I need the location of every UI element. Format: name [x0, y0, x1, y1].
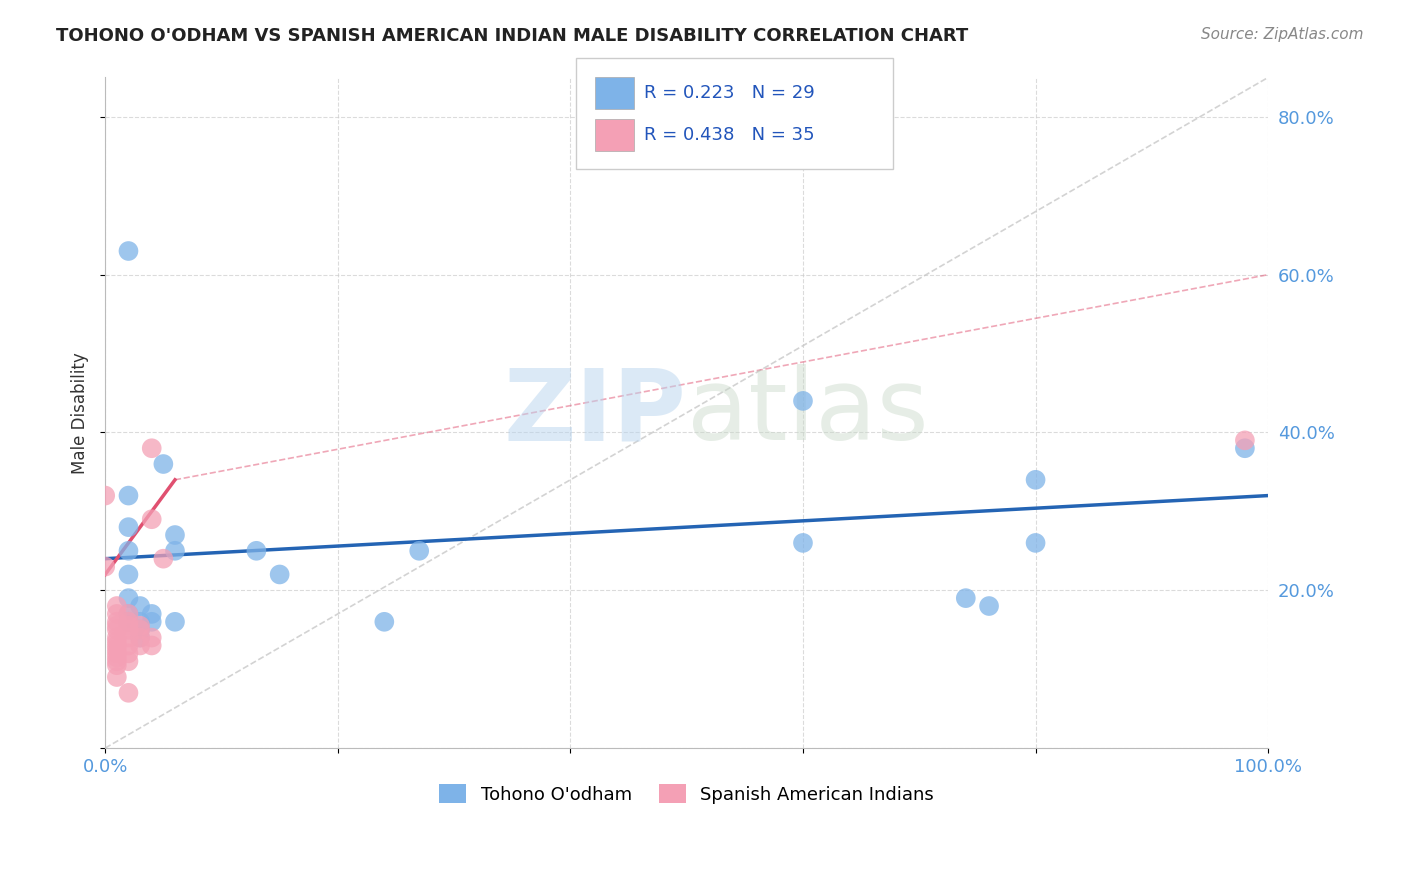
Point: [141, 442, 163, 456]
Point: [117, 520, 139, 534]
Point: [1025, 536, 1047, 550]
Point: [163, 615, 186, 629]
Point: [105, 642, 128, 657]
Point: [1233, 434, 1256, 448]
Text: Source: ZipAtlas.com: Source: ZipAtlas.com: [1201, 27, 1364, 42]
Point: [117, 639, 139, 653]
Point: [269, 567, 291, 582]
Point: [117, 591, 139, 606]
Point: [141, 607, 163, 621]
Point: [117, 607, 139, 621]
Point: [105, 646, 128, 660]
Y-axis label: Male Disability: Male Disability: [72, 351, 89, 474]
Point: [105, 639, 128, 653]
Point: [94, 489, 117, 503]
Point: [105, 599, 128, 613]
Point: [117, 631, 139, 645]
Point: [117, 244, 139, 258]
Point: [1025, 473, 1047, 487]
Point: [105, 654, 128, 668]
Point: [117, 607, 139, 621]
Point: [129, 631, 152, 645]
Point: [117, 619, 139, 633]
Point: [105, 619, 128, 633]
Point: [105, 623, 128, 637]
Point: [373, 615, 395, 629]
Point: [94, 559, 117, 574]
Point: [117, 615, 139, 629]
Point: [129, 623, 152, 637]
Point: [792, 536, 814, 550]
Point: [117, 654, 139, 668]
Point: [105, 615, 128, 629]
Point: [152, 551, 174, 566]
Point: [117, 543, 139, 558]
Text: R = 0.438   N = 35: R = 0.438 N = 35: [644, 126, 814, 144]
Point: [117, 567, 139, 582]
Legend: Tohono O'odham, Spanish American Indians: Tohono O'odham, Spanish American Indians: [430, 775, 943, 813]
Point: [105, 658, 128, 673]
Point: [129, 619, 152, 633]
Point: [129, 623, 152, 637]
Point: [117, 623, 139, 637]
Point: [117, 646, 139, 660]
Point: [129, 639, 152, 653]
Point: [117, 489, 139, 503]
Point: [141, 615, 163, 629]
Text: R = 0.223   N = 29: R = 0.223 N = 29: [644, 84, 814, 102]
Point: [163, 528, 186, 542]
Text: atlas: atlas: [686, 364, 928, 461]
Point: [105, 670, 128, 684]
Point: [129, 631, 152, 645]
Point: [129, 615, 152, 629]
Point: [117, 615, 139, 629]
Point: [105, 634, 128, 648]
Point: [129, 599, 152, 613]
Point: [152, 457, 174, 471]
Point: [977, 599, 1000, 613]
Point: [141, 512, 163, 526]
Point: [117, 686, 139, 700]
Point: [792, 393, 814, 408]
Point: [163, 543, 186, 558]
Point: [245, 543, 267, 558]
Point: [141, 631, 163, 645]
Point: [955, 591, 977, 606]
Text: ZIP: ZIP: [503, 364, 686, 461]
Point: [105, 631, 128, 645]
Text: TOHONO O'ODHAM VS SPANISH AMERICAN INDIAN MALE DISABILITY CORRELATION CHART: TOHONO O'ODHAM VS SPANISH AMERICAN INDIA…: [56, 27, 969, 45]
Point: [105, 650, 128, 665]
Point: [141, 639, 163, 653]
Point: [408, 543, 430, 558]
Point: [105, 607, 128, 621]
Point: [1233, 442, 1256, 456]
